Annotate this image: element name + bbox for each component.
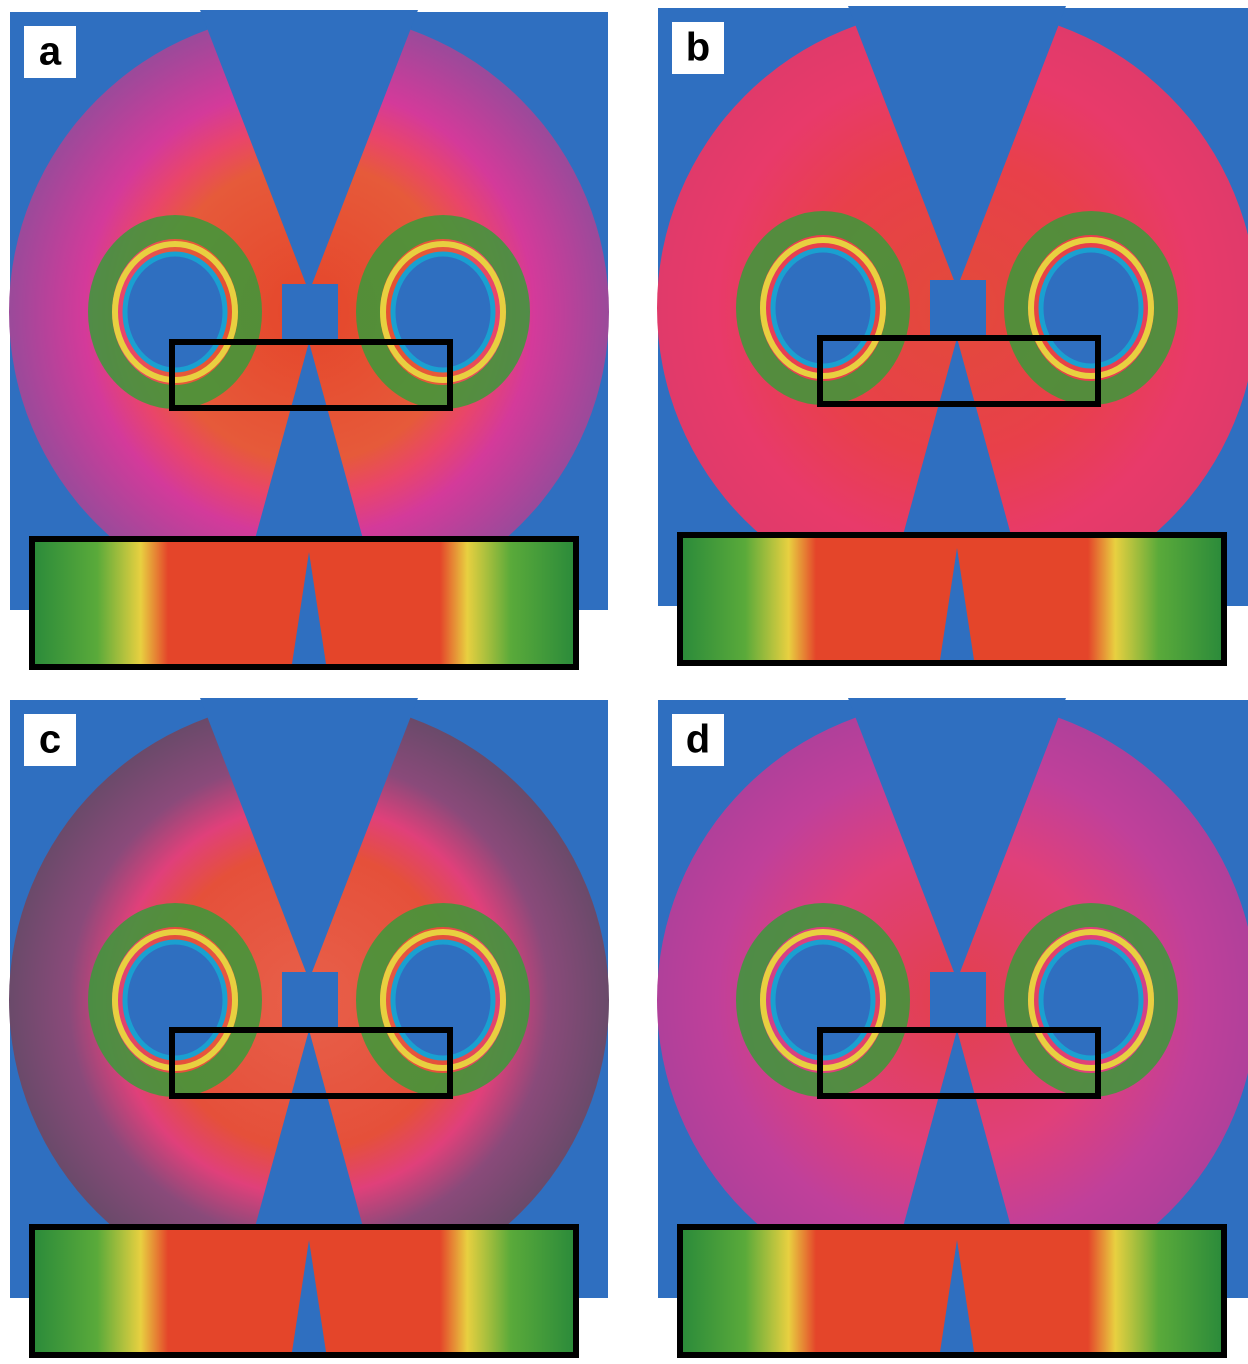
panel-label: a	[39, 30, 62, 74]
center-block	[930, 972, 986, 1032]
hole	[1041, 250, 1141, 366]
panel: c	[9, 698, 609, 1355]
panel: b	[657, 6, 1248, 663]
center-block	[282, 972, 338, 1032]
figure: a b c d	[0, 0, 1248, 1364]
panel-label: b	[686, 26, 710, 70]
panel: a	[9, 10, 609, 667]
center-block	[282, 284, 338, 344]
panel: d	[657, 698, 1248, 1355]
panel-label: c	[39, 718, 61, 762]
hole	[393, 942, 493, 1058]
panel-label: d	[686, 718, 710, 762]
hole	[1041, 942, 1141, 1058]
center-block	[930, 280, 986, 340]
hole	[393, 254, 493, 370]
